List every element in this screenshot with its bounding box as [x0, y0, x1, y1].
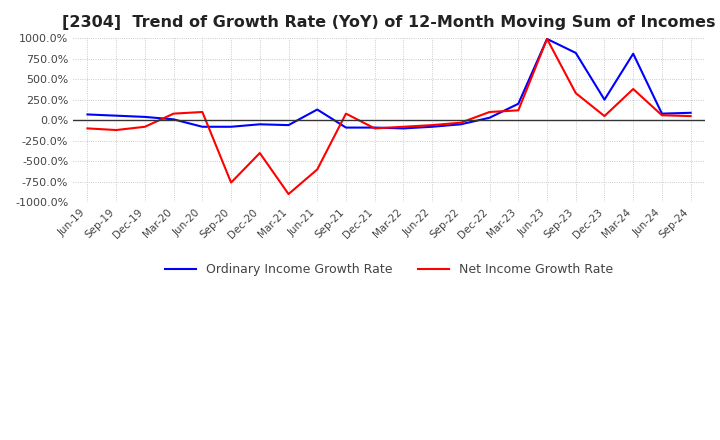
Net Income Growth Rate [686, 114, 695, 119]
Net Income Growth Rate [313, 167, 322, 172]
Net Income Growth Rate [198, 110, 207, 115]
Ordinary Income Growth Rate [600, 97, 609, 103]
Net Income Growth Rate [485, 110, 494, 115]
Net Income Growth Rate [284, 191, 293, 197]
Ordinary Income Growth Rate [227, 124, 235, 129]
Ordinary Income Growth Rate [198, 124, 207, 129]
Ordinary Income Growth Rate [572, 50, 580, 55]
Title: [2304]  Trend of Growth Rate (YoY) of 12-Month Moving Sum of Incomes: [2304] Trend of Growth Rate (YoY) of 12-… [63, 15, 716, 30]
Net Income Growth Rate [657, 113, 666, 118]
Ordinary Income Growth Rate [284, 122, 293, 128]
Net Income Growth Rate [600, 114, 609, 119]
Ordinary Income Growth Rate [485, 115, 494, 121]
Net Income Growth Rate [140, 124, 149, 129]
Net Income Growth Rate [543, 36, 552, 41]
Ordinary Income Growth Rate [629, 51, 637, 56]
Ordinary Income Growth Rate [686, 110, 695, 115]
Net Income Growth Rate [169, 111, 178, 116]
Ordinary Income Growth Rate [428, 124, 436, 129]
Ordinary Income Growth Rate [514, 101, 523, 106]
Net Income Growth Rate [629, 86, 637, 92]
Net Income Growth Rate [342, 111, 351, 116]
Net Income Growth Rate [112, 128, 120, 133]
Net Income Growth Rate [227, 180, 235, 185]
Line: Ordinary Income Growth Rate: Ordinary Income Growth Rate [87, 39, 690, 128]
Legend: Ordinary Income Growth Rate, Net Income Growth Rate: Ordinary Income Growth Rate, Net Income … [160, 258, 618, 282]
Ordinary Income Growth Rate [370, 125, 379, 130]
Net Income Growth Rate [83, 126, 91, 131]
Net Income Growth Rate [370, 126, 379, 131]
Net Income Growth Rate [456, 120, 465, 125]
Ordinary Income Growth Rate [342, 125, 351, 130]
Ordinary Income Growth Rate [112, 113, 120, 118]
Ordinary Income Growth Rate [399, 126, 408, 131]
Net Income Growth Rate [428, 122, 436, 128]
Net Income Growth Rate [399, 124, 408, 129]
Net Income Growth Rate [514, 108, 523, 113]
Ordinary Income Growth Rate [657, 111, 666, 116]
Ordinary Income Growth Rate [456, 121, 465, 127]
Ordinary Income Growth Rate [140, 114, 149, 120]
Ordinary Income Growth Rate [256, 121, 264, 127]
Ordinary Income Growth Rate [169, 117, 178, 122]
Ordinary Income Growth Rate [83, 112, 91, 117]
Ordinary Income Growth Rate [313, 107, 322, 112]
Net Income Growth Rate [256, 150, 264, 156]
Line: Net Income Growth Rate: Net Income Growth Rate [87, 39, 690, 194]
Ordinary Income Growth Rate [543, 36, 552, 41]
Net Income Growth Rate [572, 91, 580, 96]
